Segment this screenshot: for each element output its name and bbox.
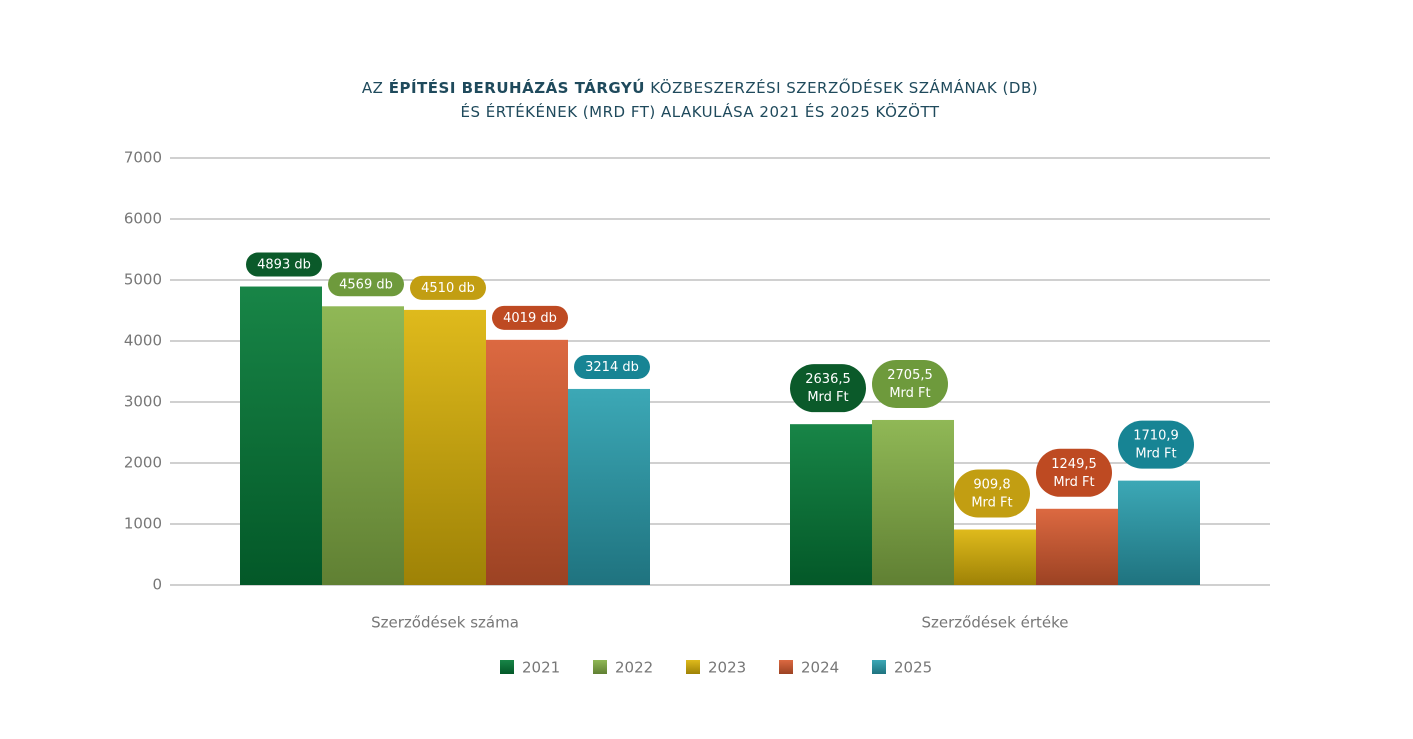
value-label-bg xyxy=(246,252,322,277)
bar xyxy=(240,286,322,585)
y-tick-label: 5000 xyxy=(124,271,162,289)
bar xyxy=(954,529,1036,585)
bar xyxy=(872,419,954,585)
title-part: AZ xyxy=(361,79,384,97)
title-line: ÉS ÉRTÉKÉNEK (MRD FT) ALAKULÁSA 2021 ÉS … xyxy=(460,103,940,121)
value-label-bg xyxy=(1036,448,1112,497)
value-label-bg xyxy=(872,359,948,408)
value-label: 3214 db xyxy=(585,359,639,374)
bar xyxy=(404,309,486,585)
value-label-bg xyxy=(1118,420,1194,469)
value-label: 1710,9 Mrd Ft xyxy=(1133,428,1179,461)
value-label-bg xyxy=(492,305,568,330)
x-tick-label: Szerződések száma xyxy=(371,614,519,632)
legend-swatch xyxy=(686,660,700,674)
y-tick-label: 0 xyxy=(152,576,162,594)
bar xyxy=(322,306,404,585)
legend-label: 2021 xyxy=(522,659,560,677)
title-line: AZ ÉPÍTÉSI BERUHÁZÁS TÁRGYÚ KÖZBESZERZÉS… xyxy=(0,76,1400,100)
value-label: 4569 db xyxy=(339,277,393,292)
y-tick-label: 4000 xyxy=(124,332,162,350)
bar xyxy=(1118,480,1200,585)
value-label: 909,8 Mrd Ft xyxy=(971,477,1012,510)
value-label-bg xyxy=(328,272,404,297)
bar xyxy=(790,424,872,585)
y-tick-label: 2000 xyxy=(124,454,162,472)
y-tick-label: 6000 xyxy=(124,210,162,228)
chart-title: AZ ÉPÍTÉSI BERUHÁZÁS TÁRGYÚ KÖZBESZERZÉS… xyxy=(0,76,1400,124)
legend-swatch xyxy=(779,660,793,674)
value-label: 2636,5 Mrd Ft xyxy=(805,372,851,405)
value-label: 4893 db xyxy=(257,257,311,272)
y-tick-label: 1000 xyxy=(124,515,162,533)
bar xyxy=(486,339,568,585)
value-label: 4019 db xyxy=(503,310,557,325)
y-tick-label: 7000 xyxy=(124,149,162,167)
value-label-bg xyxy=(790,364,866,413)
x-tick-label: Szerződések értéke xyxy=(922,614,1069,632)
value-label: 4510 db xyxy=(421,280,475,295)
title-part: KÖZBESZERZÉSI SZERZŐDÉSEK SZÁMÁNAK (DB) xyxy=(650,79,1039,97)
value-label-bg xyxy=(574,354,650,379)
legend-label: 2024 xyxy=(801,659,839,677)
y-tick-label: 3000 xyxy=(124,393,162,411)
value-label-bg xyxy=(410,275,486,300)
bar xyxy=(568,388,650,585)
value-label: 2705,5 Mrd Ft xyxy=(887,367,933,400)
legend-label: 2025 xyxy=(894,659,932,677)
bar xyxy=(1036,508,1118,585)
legend-label: 2022 xyxy=(615,659,653,677)
title-bold: ÉPÍTÉSI BERUHÁZÁS TÁRGYÚ xyxy=(388,79,645,97)
value-label-bg xyxy=(954,469,1030,518)
legend-label: 2023 xyxy=(708,659,746,677)
legend-swatch xyxy=(500,660,514,674)
legend-swatch xyxy=(593,660,607,674)
value-label: 1249,5 Mrd Ft xyxy=(1051,456,1097,489)
legend-swatch xyxy=(872,660,886,674)
